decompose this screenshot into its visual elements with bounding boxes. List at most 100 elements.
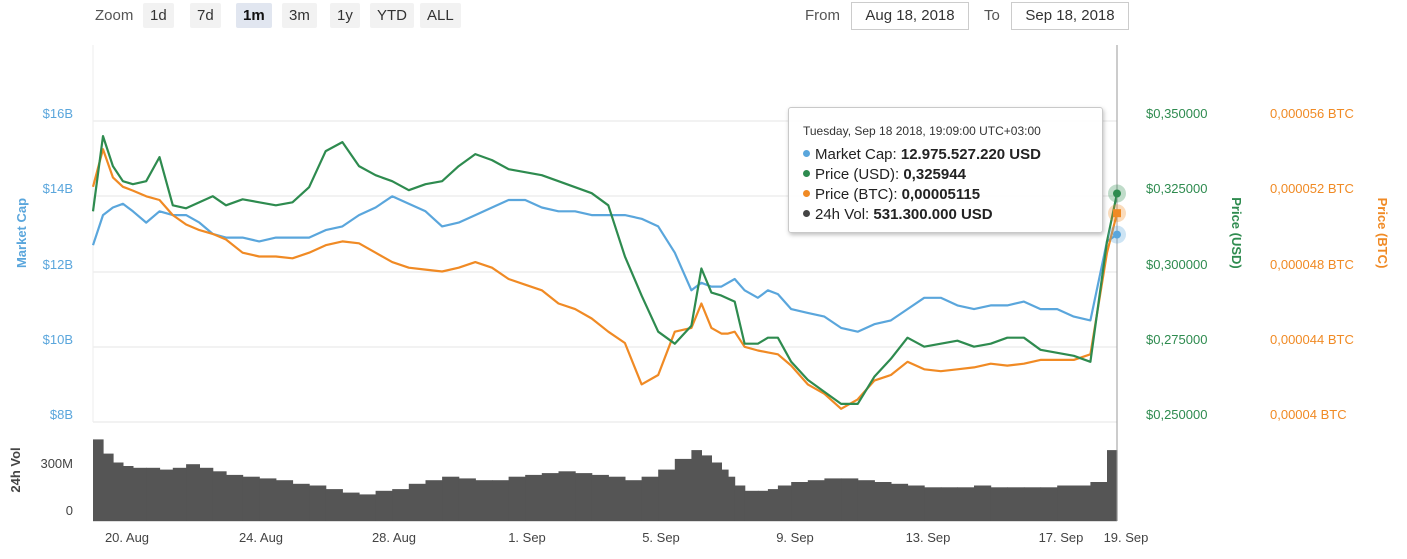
volume-axis-title: 24h Vol bbox=[8, 447, 23, 492]
volume-bar bbox=[777, 485, 792, 521]
price-btc-line bbox=[91, 148, 1119, 410]
zoom-1y-button[interactable]: 1y bbox=[330, 3, 360, 28]
tooltip-value: 531.300.000 USD bbox=[873, 206, 993, 223]
volume-bar bbox=[558, 471, 576, 521]
zoom-7d-button[interactable]: 7d bbox=[190, 3, 221, 28]
volume-bar bbox=[1090, 482, 1108, 521]
volume-bar bbox=[508, 476, 526, 521]
series-lines bbox=[91, 135, 1119, 410]
tooltip-row-price-btc: Price (BTC): 0,00005115 bbox=[803, 186, 980, 203]
volume-bar bbox=[1040, 487, 1058, 521]
mcap-tick-label: $16B bbox=[43, 106, 73, 121]
from-label: From bbox=[805, 7, 840, 24]
volume-bar bbox=[342, 492, 360, 521]
volume-bar bbox=[122, 466, 134, 521]
volume-axis: 300M 0 24h Vol bbox=[8, 447, 73, 518]
x-tick-label: 1. Sep bbox=[508, 530, 546, 545]
volume-bar bbox=[841, 478, 859, 521]
zoom-1d-button[interactable]: 1d bbox=[143, 3, 174, 28]
x-tick-label: 20. Aug bbox=[105, 530, 149, 545]
usd-tick-label: $0,275000 bbox=[1146, 332, 1207, 347]
volume-bar bbox=[1107, 450, 1118, 521]
x-tick-label: 9. Sep bbox=[776, 530, 814, 545]
volume-bar bbox=[641, 476, 659, 521]
mcap-tick-label: $14B bbox=[43, 181, 73, 196]
vol-tick-label: 300M bbox=[40, 456, 73, 471]
x-tick-label: 28. Aug bbox=[372, 530, 416, 545]
price-btc-axis: 0,000056 BTC 0,000052 BTC 0,000048 BTC 0… bbox=[1270, 106, 1390, 422]
tooltip-value: 0,325944 bbox=[903, 166, 966, 183]
volume-bar bbox=[242, 476, 260, 521]
btc-tick-label: 0,00004 BTC bbox=[1270, 407, 1347, 422]
volume-bar bbox=[990, 487, 1008, 521]
market-cap-dot-icon bbox=[803, 150, 810, 157]
volume-dot-icon bbox=[803, 210, 810, 217]
price-btc-dot-icon bbox=[803, 190, 810, 197]
volume-bar bbox=[359, 494, 377, 521]
volume-bar bbox=[591, 474, 609, 521]
zoom-3m-button[interactable]: 3m bbox=[282, 3, 317, 28]
volume-bar bbox=[275, 480, 294, 521]
tooltip-label: Price (BTC): bbox=[815, 186, 898, 203]
volume-bar bbox=[608, 476, 626, 521]
volume-bar bbox=[1007, 487, 1025, 521]
volume-bar bbox=[857, 480, 875, 521]
price-usd-marker bbox=[1113, 189, 1121, 198]
zoom-all-button[interactable]: ALL bbox=[420, 3, 461, 28]
volume-bar bbox=[744, 490, 759, 521]
volume-bar bbox=[1057, 485, 1075, 521]
to-date-input[interactable]: Sep 18, 2018 bbox=[1011, 2, 1129, 30]
x-tick-label: 17. Sep bbox=[1039, 530, 1084, 545]
tooltip-value: 0,00005115 bbox=[901, 186, 981, 203]
volume-bar bbox=[721, 469, 729, 521]
zoom-label: Zoom bbox=[95, 7, 134, 24]
volume-bar bbox=[791, 482, 809, 521]
tooltip-row-market-cap: Market Cap: 12.975.527.220 USD bbox=[803, 146, 1041, 163]
volume-bar bbox=[103, 453, 114, 521]
mcap-tick-label: $12B bbox=[43, 257, 73, 272]
volume-bar bbox=[541, 473, 559, 521]
volume-bar bbox=[1023, 487, 1042, 521]
tooltip-label: 24h Vol: bbox=[815, 206, 870, 223]
volume-bar bbox=[940, 487, 958, 521]
volume-bar bbox=[309, 485, 327, 521]
usd-tick-label: $0,325000 bbox=[1146, 181, 1207, 196]
volume-bar bbox=[728, 476, 736, 521]
volume-bar bbox=[907, 485, 925, 521]
price-usd-dot-icon bbox=[803, 170, 810, 177]
price-usd-axis-title: Price (USD) bbox=[1229, 197, 1244, 269]
zoom-ytd-button[interactable]: YTD bbox=[370, 3, 414, 28]
vol-tick-label: 0 bbox=[66, 503, 73, 518]
chart-toolbar: Zoom 1d 7d 1m 3m 1y YTD ALL From Aug 18,… bbox=[0, 0, 1407, 40]
volume-bar bbox=[112, 462, 124, 521]
from-date-input[interactable]: Aug 18, 2018 bbox=[851, 2, 969, 30]
market-cap-axis: $16B $14B $12B $10B $8B Market Cap bbox=[14, 106, 73, 422]
volume-bar bbox=[711, 462, 722, 521]
volume-bar bbox=[199, 467, 214, 521]
volume-bar bbox=[575, 473, 593, 521]
volume-bar bbox=[974, 485, 992, 521]
usd-tick-label: $0,350000 bbox=[1146, 106, 1207, 121]
btc-tick-label: 0,000048 BTC bbox=[1270, 257, 1354, 272]
tooltip-row-price-usd: Price (USD): 0,325944 bbox=[803, 166, 966, 183]
tooltip-row-volume: 24h Vol: 531.300.000 USD bbox=[803, 206, 993, 223]
volume-bar bbox=[186, 464, 200, 521]
volume-bar bbox=[375, 490, 393, 521]
tooltip-value: 12.975.527.220 USD bbox=[900, 146, 1041, 163]
tooltip-header: Tuesday, Sep 18 2018, 19:09:00 UTC+03:00 bbox=[803, 124, 1041, 138]
volume-bar bbox=[226, 474, 244, 521]
volume-bar bbox=[734, 485, 746, 521]
volume-bar bbox=[701, 455, 712, 521]
zoom-1m-button[interactable]: 1m bbox=[236, 3, 272, 28]
volume-bar bbox=[458, 478, 476, 521]
btc-tick-label: 0,000052 BTC bbox=[1270, 181, 1354, 196]
volume-bar bbox=[475, 480, 493, 521]
volume-bar bbox=[325, 489, 343, 521]
market-cap-axis-title: Market Cap bbox=[14, 198, 29, 268]
volume-bars bbox=[93, 439, 1118, 521]
hover-markers bbox=[1108, 184, 1126, 244]
market-cap-line bbox=[91, 195, 1118, 333]
market-cap-marker bbox=[1113, 230, 1121, 239]
price-btc-marker bbox=[1113, 209, 1121, 218]
